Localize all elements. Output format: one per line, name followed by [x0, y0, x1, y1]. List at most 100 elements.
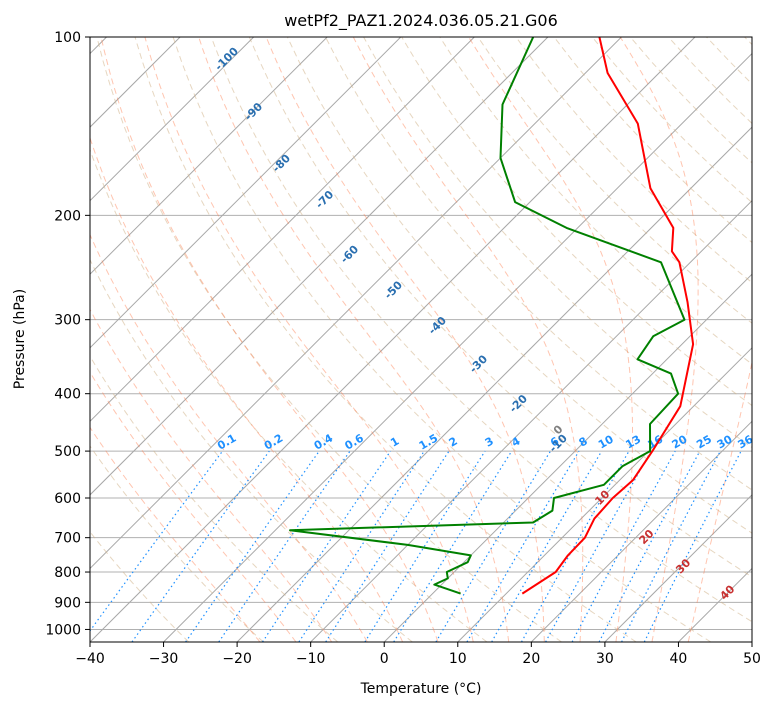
isotherm-line — [90, 37, 475, 423]
dry-adiabat-line — [90, 148, 488, 642]
dry-adiabat-label: -80 — [270, 152, 293, 175]
isotherm-line — [90, 37, 622, 570]
y-tick-label: 700 — [54, 531, 81, 547]
isotherm-line — [530, 420, 752, 642]
dry-adiabat-line — [90, 445, 264, 642]
mixing-ratio-line — [571, 450, 676, 642]
x-tick-label: 10 — [449, 651, 467, 667]
isotherm-line — [457, 347, 752, 642]
isotherm-line — [236, 126, 752, 642]
mixing-ratio-label: 4 — [509, 434, 522, 449]
dry-adiabat-line — [744, 37, 752, 46]
x-tick-label: 30 — [596, 651, 614, 667]
mixing-ratio-line — [643, 450, 742, 642]
plot-frame — [89, 36, 753, 643]
y-axis: 1000 900 800 700 600 500 400 300 200 100 — [45, 30, 90, 638]
x-tick-label: −10 — [296, 651, 326, 667]
y-tick-label: 300 — [54, 313, 81, 329]
moist-adiabat-line — [90, 371, 297, 642]
mixing-ratio-label: 0.6 — [343, 431, 367, 452]
mixing-ratio-label: 1 — [388, 435, 401, 450]
mixing-ratio-line — [393, 450, 513, 642]
dry-adiabat-line — [439, 37, 752, 365]
x-tick-label: −20 — [222, 651, 252, 667]
isotherm-line — [90, 37, 696, 642]
isotherm-line — [90, 37, 255, 202]
dry-adiabat-line — [172, 37, 712, 642]
isotherm-line — [90, 37, 402, 349]
mixing-ratio-line — [218, 450, 351, 642]
x-axis: −40 −30 −20 −10 0 10 20 30 40 50 — [75, 642, 761, 667]
dry-adiabat-label: -50 — [382, 278, 405, 301]
moist-adiabat-line — [100, 37, 439, 642]
chart-title: wetPf2_PAZ1.2024.036.05.21.G06 — [284, 11, 558, 31]
mixing-ratio-label: 20 — [670, 432, 690, 451]
y-tick-label: 100 — [54, 30, 81, 46]
dry-adiabat-line — [668, 37, 752, 125]
mixing-ratio-line — [466, 450, 580, 642]
x-tick-label: 40 — [670, 651, 688, 667]
isotherm-line — [751, 641, 752, 642]
dry-adiabat-line — [325, 37, 752, 491]
mixing-ratio-label: 0.4 — [312, 431, 336, 452]
mixing-ratio-line — [185, 450, 320, 642]
y-axis-label: Pressure (hPa) — [12, 289, 28, 389]
mixing-ratio-line — [261, 450, 391, 642]
mixing-ratio-label: 30 — [715, 432, 735, 451]
x-tick-label: −40 — [75, 651, 105, 667]
dry-adiabat-line — [90, 355, 339, 642]
moist-adiabat-line — [90, 308, 333, 642]
mixing-ratio-label: 0.2 — [262, 432, 285, 453]
mixing-ratio-line — [90, 450, 223, 632]
dry-adiabat-label: -20 — [507, 392, 530, 415]
mixing-ratio-label: 13 — [623, 433, 643, 452]
x-tick-label: 0 — [380, 651, 389, 667]
moist-adiabat-line — [198, 37, 510, 642]
temperature-line — [521, 37, 695, 595]
dry-adiabat-label: -60 — [338, 242, 361, 265]
isotherm-line — [604, 494, 752, 642]
mixing-ratio-label: 0.1 — [215, 432, 238, 453]
x-axis-label: Temperature (°C) — [360, 681, 482, 697]
moist-adiabat-line — [265, 37, 545, 642]
moist-adiabat-line — [144, 37, 474, 642]
dry-adiabat-label: -40 — [426, 314, 449, 337]
moist-adiabat-line — [687, 360, 752, 642]
mixing-ratio-label: 1.5 — [417, 432, 440, 453]
dry-adiabat-line — [96, 37, 562, 642]
mixing-ratio-label: 2 — [447, 435, 460, 450]
mixing-ratio-line — [435, 450, 552, 642]
isotherm-line — [383, 273, 752, 642]
moist-adiabat-label: 20 — [637, 527, 657, 547]
moist-adiabat-line — [352, 37, 584, 642]
moist-adiabat-line — [468, 37, 633, 642]
mixing-ratio-line — [598, 450, 701, 642]
dry-adiabat-line — [248, 37, 752, 578]
mixing-ratio-line — [298, 450, 425, 642]
dry-adiabat-line — [553, 37, 752, 244]
moist-adiabat-line — [90, 136, 404, 642]
mixing-ratio-label: 10 — [596, 432, 616, 451]
dry-adiabat-line — [90, 531, 190, 642]
y-tick-label: 1000 — [45, 622, 81, 638]
y-tick-label: 500 — [54, 444, 81, 460]
mixing-ratio-label: 36 — [735, 432, 755, 451]
dry-adiabat-label: -70 — [313, 188, 336, 211]
moist-adiabat-line — [90, 426, 261, 642]
dry-adiabat-label: -100 — [212, 44, 241, 73]
dry-adiabat-line — [515, 37, 752, 284]
y-tick-label: 200 — [54, 208, 81, 224]
background-lines — [90, 37, 752, 642]
y-tick-label: 800 — [54, 565, 81, 581]
x-tick-label: 50 — [743, 651, 761, 667]
dry-adiabat-line — [286, 37, 752, 534]
mixing-ratio-line — [325, 450, 450, 642]
isotherm-line — [90, 37, 328, 275]
dewpoint-line — [289, 37, 686, 595]
isotherm-line — [163, 52, 752, 642]
dry-adiabat-line — [134, 37, 637, 642]
moist-adiabat-line — [90, 233, 368, 642]
dry-adiabat-line — [210, 37, 752, 623]
dry-adiabat-line — [90, 258, 413, 642]
